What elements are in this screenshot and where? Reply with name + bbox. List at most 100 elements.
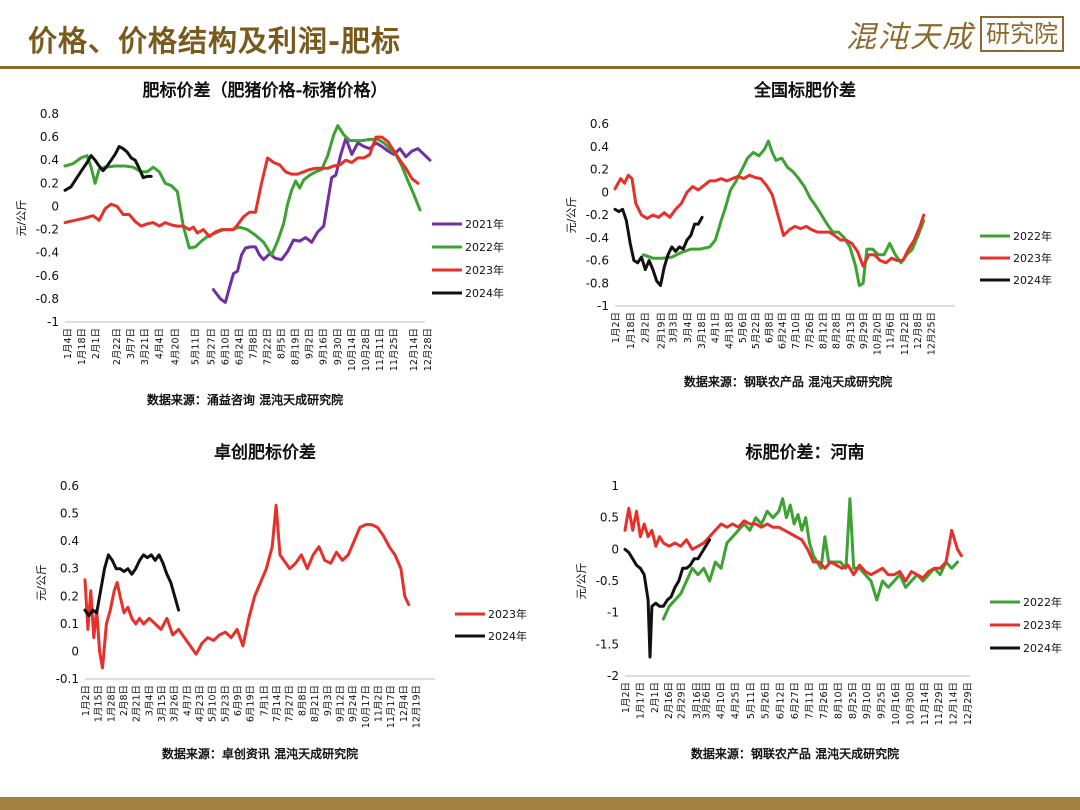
x-tick-label: 7月8日 [249, 328, 260, 359]
x-tick-label: 3月15日 [157, 685, 168, 722]
x-tick-label: 5月23日 [220, 685, 231, 722]
source-note: 数据来源：卓创资讯 混沌天成研究院 [162, 746, 358, 761]
x-tick-label: 1月28日 [106, 685, 117, 722]
footer-bar [0, 797, 1080, 810]
legend-label: 2021年 [465, 217, 504, 231]
x-tick-label: 5月6日 [738, 312, 749, 343]
x-tick-label: 5月26日 [760, 682, 771, 719]
series-line-2024年 [613, 207, 704, 287]
x-tick-label: 12月4日 [399, 685, 410, 722]
x-tick-label: 6月9日 [233, 685, 244, 716]
x-tick-label: 2月21日 [132, 685, 143, 722]
x-tick-label: 8月21日 [310, 685, 321, 722]
legend-label: 2022年 [1013, 229, 1052, 243]
x-tick-label: 9月25日 [877, 682, 888, 719]
x-tick-label: 1月17日 [635, 682, 646, 719]
y-tick-label: -1.5 [596, 637, 619, 651]
y-tick-label: 0 [51, 199, 59, 213]
x-tick-label: 10月30日 [905, 682, 916, 725]
chart-national-spread: 全国标肥价差 0.6 0.4 0.2 0 -0.2 -0.4 -0.6 -0.8 -1 元/公斤 1月… [565, 80, 1052, 389]
x-tick-label: 9月2日 [305, 328, 316, 359]
x-tick-label: 4月20日 [170, 328, 181, 365]
x-tick-label: 1月2日 [621, 682, 632, 713]
x-tick-label: 8月5日 [277, 328, 288, 359]
legend-label: 2023年 [488, 607, 527, 621]
x-tick-label: 4月7日 [182, 685, 193, 716]
x-tick-label: 2月22日 [112, 328, 123, 365]
y-tick-label: 0 [601, 185, 609, 199]
x-tick-label: 12月8日 [913, 312, 924, 349]
y-tick-label: 0.4 [40, 153, 59, 167]
x-tick-label: 8月25日 [848, 682, 859, 719]
chart-henan-spread: 标肥价差：河南 1 0.5 0 -0.5 -1 -1.5 -2 元/公斤 1月2日 1月17日 2月1… [575, 442, 1062, 761]
x-tick-label: 5月27日 [206, 328, 217, 365]
x-tick-label: 10月20日 [872, 312, 883, 355]
x-tick-label: 11月22日 [900, 312, 911, 355]
x-tick-label: 8月8日 [297, 685, 308, 716]
x-tick-label: 11月2日 [373, 685, 384, 722]
x-tick-label: 6月10日 [220, 328, 231, 365]
x-tick-label: 9月24日 [348, 685, 359, 722]
y-axis-label: 元/公斤 [575, 563, 588, 600]
x-tick-label: 6月8日 [764, 312, 775, 343]
legend-label: 2022年 [1023, 595, 1062, 609]
y-tick-label: -0.8 [586, 276, 609, 290]
legend-label: 2023年 [465, 263, 504, 277]
x-tick-label: 12月25日 [926, 312, 937, 355]
y-tick-label: -2 [607, 669, 619, 683]
logo-box-text: 研究院 [980, 16, 1064, 52]
y-tick-label: -0.1 [56, 672, 79, 686]
series-line-2023年 [623, 506, 963, 583]
y-tick-label: -0.4 [36, 246, 59, 260]
x-tick-label: 4月4日 [154, 328, 165, 359]
y-tick-label: 0.5 [60, 507, 79, 521]
x-tick-label: 7月27日 [285, 685, 296, 722]
x-tick-label: 3月4日 [683, 312, 694, 343]
source-note: 数据来源：涌益咨询 混沌天成研究院 [147, 392, 343, 407]
y-tick-label: -0.4 [586, 231, 609, 245]
x-tick-label: 3月16日 [692, 682, 703, 719]
x-tick-label: 8月28日 [832, 312, 843, 349]
x-tick-label: 2月8日 [119, 685, 130, 716]
header-bar: 价格、价格结构及利润-肥标 混沌天成 研究院 [0, 0, 1080, 74]
y-tick-label: 0.2 [590, 163, 609, 177]
series-line-2021年 [211, 136, 432, 304]
x-tick-label: 1月18日 [626, 312, 637, 349]
logo-text: 混沌天成 [846, 20, 974, 55]
x-tick-label: 2月19日 [656, 312, 667, 349]
source-note: 数据来源：钢联农产品 混沌天成研究院 [691, 746, 899, 761]
y-tick-label: 0.1 [60, 617, 79, 631]
y-axis-label: 元/公斤 [565, 197, 578, 234]
x-tick-label: 3月21日 [140, 328, 151, 365]
y-tick-label: 0.5 [600, 511, 619, 525]
x-tick-label: 1月2日 [81, 685, 92, 716]
x-tick-label: 11月29日 [934, 682, 945, 725]
legend-label: 2024年 [1023, 641, 1062, 655]
series-line-2024年 [63, 144, 153, 192]
y-tick-label: 0.4 [60, 534, 79, 548]
series-line-2024年 [83, 553, 181, 618]
y-tick-label: -0.2 [586, 208, 609, 222]
x-tick-label: 3月18日 [697, 312, 708, 349]
series-line-2024年 [623, 538, 712, 659]
x-tick-label: 12月14日 [949, 682, 960, 725]
x-tick-label: 4月1日 [710, 312, 721, 343]
x-tick-label: 3月3日 [669, 312, 680, 343]
x-tick-label: 1月2日 [611, 312, 622, 343]
x-tick-label: 5月11日 [190, 328, 201, 365]
y-tick-label: -1 [47, 315, 59, 329]
x-tick-label: 5月10日 [208, 685, 219, 722]
y-tick-label: -1 [607, 606, 619, 620]
y-tick-label: 1 [611, 479, 619, 493]
x-tick-label: 7月1日 [259, 685, 270, 716]
series-line-2022年 [63, 124, 422, 257]
x-tick-label: 4月10日 [716, 682, 727, 719]
x-tick-label: 2月2日 [640, 312, 651, 343]
legend-label: 2024年 [465, 286, 504, 300]
x-tick-label: 2月29日 [677, 682, 688, 719]
x-tick-label: 3月4日 [144, 685, 155, 716]
y-tick-label: 0.8 [40, 107, 59, 121]
series-line-2023年 [83, 503, 411, 670]
y-tick-label: -0.8 [36, 292, 59, 306]
x-tick-label: 9月29日 [859, 312, 870, 349]
